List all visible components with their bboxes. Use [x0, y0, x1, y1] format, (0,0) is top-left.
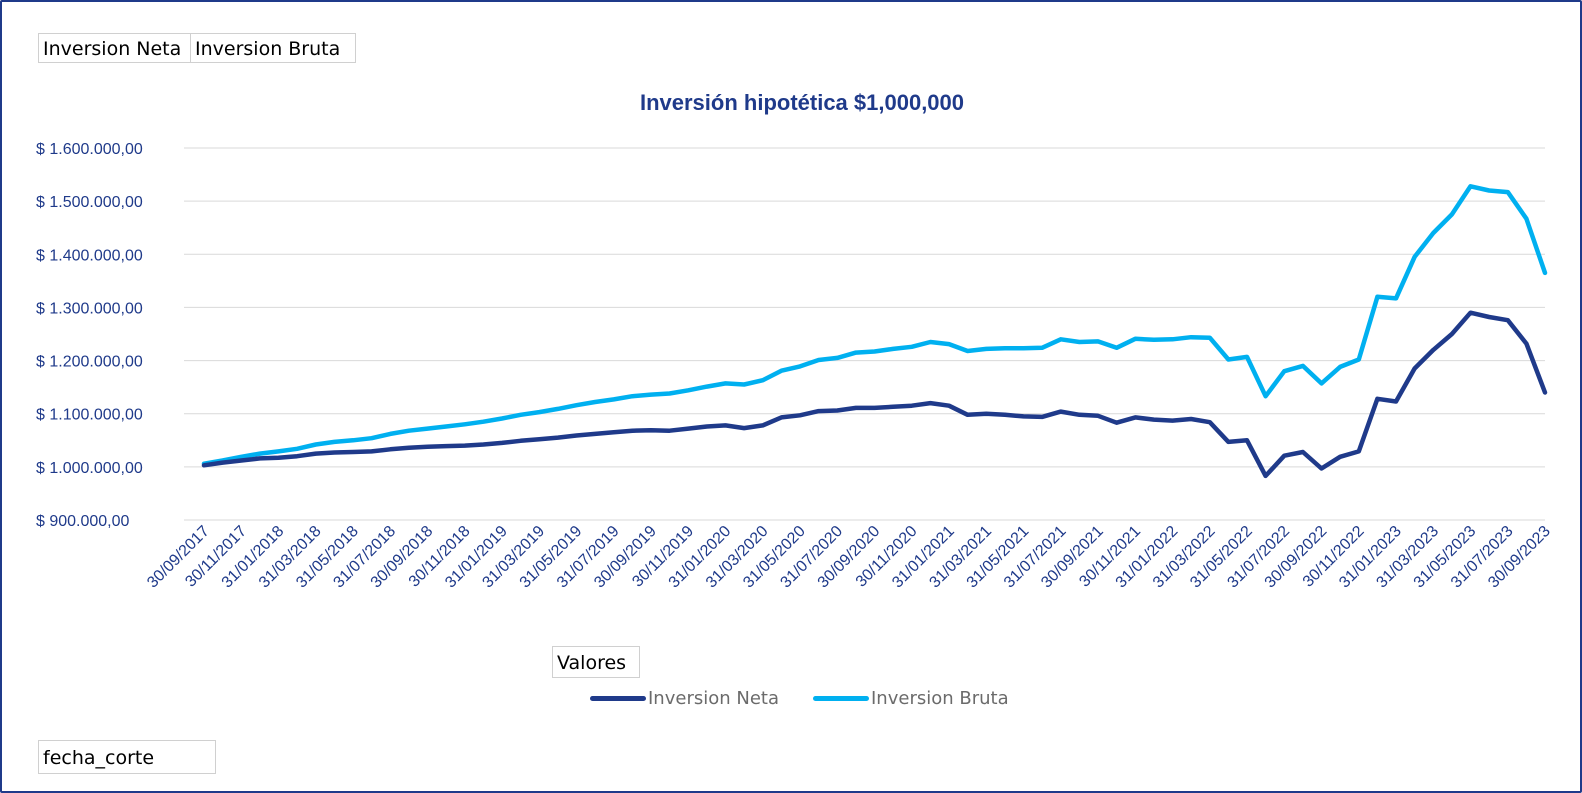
legend-item-bruta: Inversion Bruta: [813, 688, 1009, 709]
chart-legend: Inversion Neta Inversion Bruta: [590, 686, 1043, 710]
series-lines: [201, 184, 1548, 479]
y-tick-label: $ 1.500.000,00: [36, 194, 143, 211]
series-field-button-bruta[interactable]: Inversion Bruta: [190, 33, 356, 63]
legend-swatch-neta: [590, 695, 646, 701]
y-tick-label: $ 1.000.000,00: [36, 460, 143, 477]
x-axis-ticks: 30/09/201730/11/201731/01/201831/03/2018…: [144, 523, 1554, 592]
y-axis-ticks: $ 900.000,00 $ 1.000.000,00 $ 1.100.000,00…: [36, 141, 143, 530]
y-tick-label: $ 1.400.000,00: [36, 247, 143, 264]
legend-swatch-bruta: [813, 695, 869, 701]
y-tick-label: $ 900.000,00: [36, 513, 130, 530]
values-field-button[interactable]: Valores: [552, 646, 640, 678]
series-line-inversion-neta: [201, 310, 1548, 479]
gridlines: [184, 147, 1545, 521]
y-tick-label: $ 1.100.000,00: [36, 407, 143, 424]
legend-label-bruta: Inversion Bruta: [871, 687, 1009, 709]
legend-label-neta: Inversion Neta: [648, 687, 779, 709]
y-tick-label: $ 1.300.000,00: [36, 300, 143, 317]
series-field-button-neta[interactable]: Inversion Neta: [38, 33, 194, 63]
legend-item-neta: Inversion Neta: [590, 688, 779, 709]
chart-title: Inversión hipotética $1,000,000: [640, 90, 964, 115]
y-tick-label: $ 1.600.000,00: [36, 141, 143, 158]
y-tick-label: $ 1.200.000,00: [36, 354, 143, 371]
series-line-inversion-bruta: [201, 184, 1548, 466]
filter-field-button[interactable]: fecha_corte: [38, 740, 216, 774]
